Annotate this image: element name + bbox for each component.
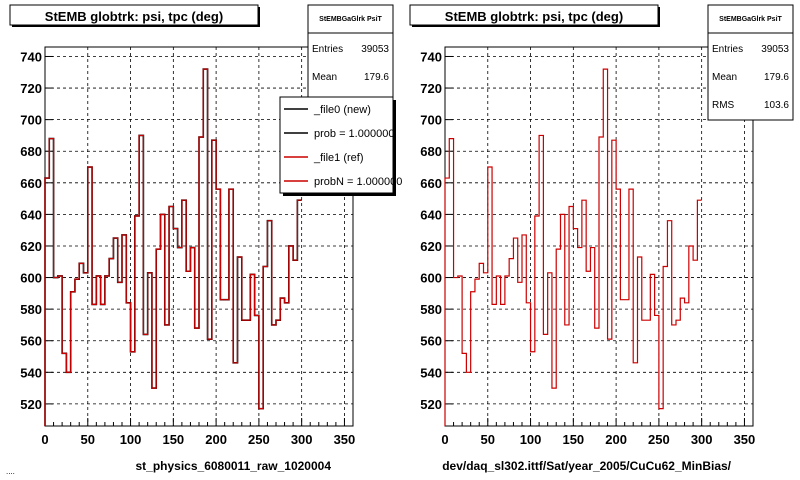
stats-label: Entries (312, 44, 343, 55)
legend-entry: probN = 1.000000 (314, 176, 402, 188)
y-tick-label: 580 (420, 302, 442, 317)
stats-value: 103.6 (764, 100, 789, 111)
y-tick-label: 660 (420, 176, 442, 191)
series-line-1 (444, 68, 702, 426)
y-tick-label: 600 (420, 271, 442, 286)
x-tick-label: 350 (334, 432, 356, 447)
y-tick-label: 740 (20, 49, 42, 64)
x-tick-label: 0 (41, 432, 48, 447)
stats-box (707, 4, 794, 121)
y-tick-label: 640 (20, 207, 42, 222)
chart-title: StEMB globtrk: psi, tpc (deg) (445, 9, 623, 24)
stats-value: 39053 (361, 44, 389, 55)
title-box (9, 4, 259, 26)
y-tick-label: 720 (20, 81, 42, 96)
x-tick-label: 350 (734, 432, 756, 447)
chart-panel-2: 0 50 100 150 200 250 300 350 520 540 560 580 600 620 6… (409, 4, 794, 473)
y-tick-label: 520 (20, 397, 42, 412)
x-tick-label: 300 (691, 432, 713, 447)
legend-entry: _file1 (ref) (313, 152, 364, 164)
y-tick-label: 640 (420, 207, 442, 222)
x-tick-label: 0 (441, 432, 448, 447)
y-tick-label: 680 (420, 144, 442, 159)
y-tick-label: 700 (420, 113, 442, 128)
chart-panel-1: 0 50 100 150 200 250 300 350 520 540 560 580 600 620 6… (9, 4, 402, 473)
y-tick-label: 660 (20, 176, 42, 191)
x-tick-label: 100 (520, 432, 542, 447)
stats-name: StEMBGaGlrk PsiT (719, 16, 782, 23)
title-box (409, 4, 659, 26)
x-tick-label: 50 (481, 432, 495, 447)
y-tick-label: 600 (20, 271, 42, 286)
stats-value: 179.6 (364, 72, 389, 83)
x-tick-label: 200 (205, 432, 227, 447)
footer-text: .... (6, 467, 15, 476)
stats-value: 179.6 (764, 72, 789, 83)
x-tick-label: 200 (605, 432, 627, 447)
y-tick-label: 580 (20, 302, 42, 317)
stats-label: Mean (312, 72, 337, 83)
legend-entry: prob = 1.000000 (314, 128, 394, 140)
y-tick-label: 540 (20, 365, 42, 380)
x-tick-label: 100 (120, 432, 142, 447)
x-tick-label: 250 (248, 432, 270, 447)
stats-label: Entries (712, 44, 743, 55)
series-line-2 (44, 68, 302, 426)
legend-box (279, 96, 394, 194)
y-tick-label: 520 (420, 397, 442, 412)
x-tick-label: 150 (562, 432, 584, 447)
y-tick-label: 620 (420, 239, 442, 254)
x-tick-label: 300 (291, 432, 313, 447)
x-axis-label: dev/daq_sl302.ittf/Sat/year_2005/CuCu62_… (442, 459, 731, 473)
stats-label: RMS (712, 100, 735, 111)
stats-value: 39053 (761, 44, 789, 55)
stats-label: Mean (712, 72, 737, 83)
y-tick-label: 540 (420, 365, 442, 380)
x-tick-label: 150 (162, 432, 184, 447)
y-tick-label: 560 (420, 334, 442, 349)
y-tick-label: 700 (20, 113, 42, 128)
y-tick-label: 680 (20, 144, 42, 159)
y-tick-label: 720 (420, 81, 442, 96)
chart-title: StEMB globtrk: psi, tpc (deg) (45, 9, 223, 24)
stats-name: StEMBGaGlrk PsiT (319, 16, 382, 23)
y-tick-label: 740 (420, 49, 442, 64)
x-tick-label: 250 (648, 432, 670, 447)
legend-entry: _file0 (new) (313, 104, 371, 116)
y-tick-label: 560 (20, 334, 42, 349)
x-tick-label: 50 (81, 432, 95, 447)
y-tick-label: 620 (20, 239, 42, 254)
x-axis-label: st_physics_6080011_raw_1020004 (135, 459, 331, 473)
stats-box (307, 4, 394, 98)
